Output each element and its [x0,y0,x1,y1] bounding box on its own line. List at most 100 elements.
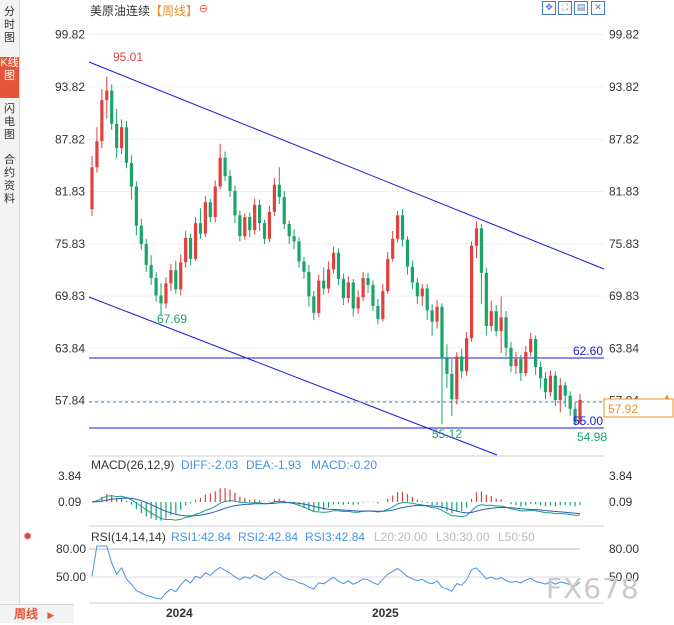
candle-body [563,385,567,396]
price-tick-right: 87.82 [609,132,639,146]
candle-body [184,237,188,263]
tab-flash[interactable]: 闪电图 [4,103,15,141]
last-low-label: 54.98 [577,430,607,444]
circle-minus-icon[interactable]: ⊖ [199,3,209,15]
candle-body [400,215,405,240]
price-tick-right: 99.82 [609,28,639,42]
candle-body [524,352,528,374]
candle-body [578,399,582,423]
current-price-tag-box [603,398,674,418]
candle-body [450,373,454,400]
candle-body [253,204,257,231]
candle-body [381,291,385,320]
rsi3-value: RSI3:42.84 [305,530,365,544]
candle-body [203,202,207,234]
candle-body [243,217,247,237]
candle-body [445,358,449,374]
chart-icon[interactable]: ▤ [574,1,588,15]
candle-body [425,288,429,311]
instrument-title: 美原油连续 [90,4,151,18]
rsi-l50: L50:50 [498,530,535,544]
candle-body [435,306,439,322]
candle-body [159,295,163,304]
candle-body [376,305,380,320]
macd-tick-mid-left: 0.09 [58,495,82,509]
price-tick-left: 57.84 [55,394,85,408]
expand-icon[interactable]: ⛶ [558,1,572,15]
candle-body [440,306,444,359]
price-tick-right: 69.83 [609,289,639,303]
candle-body [327,269,331,289]
candle-body [257,204,262,224]
close-icon[interactable]: ✕ [591,1,605,15]
period-label: 周线 [14,607,39,621]
candle-body [361,278,365,298]
candle-body [479,228,484,273]
candle-body [164,283,168,304]
rsi-tick-top-right: 80.00 [609,542,639,556]
candle-body [469,245,474,339]
candle-body [548,375,553,393]
candle-body [494,311,498,332]
candle-body [124,127,129,163]
candle-body [391,238,395,259]
candle-body [568,395,572,409]
candle-body [356,297,360,309]
candle-body [534,339,538,367]
candle-body [174,270,178,290]
macd-dea: DEA:-1.93 [246,458,302,472]
candle-body [105,90,109,101]
candle-body [538,366,543,379]
candle-body [193,223,198,259]
price-up-marker-icon: ▲ [663,392,671,401]
upper-channel-line [88,61,605,270]
fit-icon[interactable]: ✥ [542,1,556,15]
tab-contract-info[interactable]: 合约资料 [4,154,15,205]
period-selector-button[interactable]: 周线 ▶ [0,604,74,623]
price-tick-left: 69.83 [55,289,85,303]
candle-body [484,272,488,326]
candle-body [489,311,493,326]
candle-body [100,100,104,142]
candle-body [341,278,345,299]
candle-body [144,244,148,265]
rsi-tick-mid-right: 50.00 [609,570,639,584]
candle-body [336,252,341,279]
sidebar: 分时图 K线图 闪电图 合约资料 [0,0,20,623]
rsi-tick-top-left: 80.00 [56,542,86,556]
candle-body [514,359,518,367]
price-tick-right: 63.84 [609,341,639,355]
candle-body [277,184,281,197]
candle-body [179,262,183,290]
macd-tick-mid-right: 0.09 [609,495,633,509]
price-tick-right: 75.83 [609,237,639,251]
candle-body [188,237,193,259]
candle-body [302,261,306,272]
candle-body [312,296,316,313]
macd-value: MACD:-0.20 [311,458,377,472]
candle-body [396,215,400,239]
candle-body [499,317,503,332]
candle-body [366,278,370,286]
candle-body [115,123,119,149]
macd-tick-top-right: 3.84 [609,469,633,483]
candle-body [213,186,217,218]
candle-body [322,280,326,289]
candle-body [149,264,153,279]
candle-body [233,190,237,216]
candle-body [198,223,203,234]
candle-body [287,223,291,237]
time-label-2024: 2024 [166,606,193,620]
current-price-tag: 57.92 [608,402,638,416]
candle-body [248,217,252,231]
candle-body [110,90,114,124]
sun-icon[interactable]: ✹ [23,531,32,543]
candle-body [420,288,424,297]
lower-channel-line [88,296,498,456]
candle-body [228,176,232,191]
tab-intraday[interactable]: 分时图 [4,6,15,44]
tab-kline[interactable]: K线图 [0,57,19,98]
macd-tick-top-left: 3.84 [58,469,82,483]
triangle-right-icon: ▶ [47,610,55,620]
